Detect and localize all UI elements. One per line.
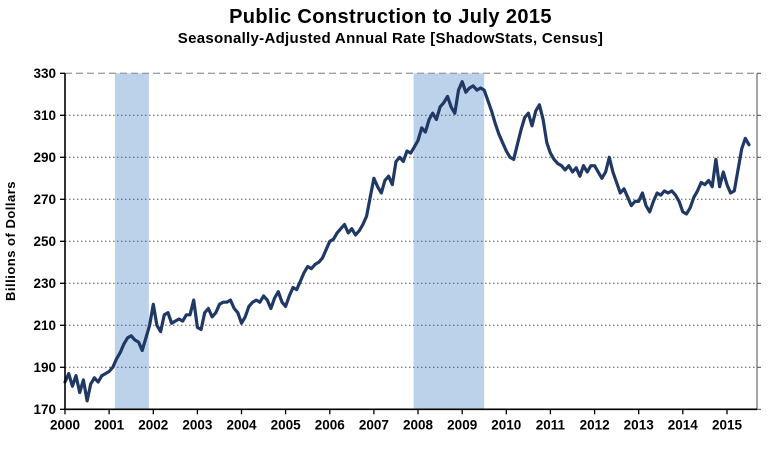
x-tick-label: 2005 (271, 417, 302, 432)
y-tick-label: 310 (33, 108, 56, 123)
x-tick-label: 2010 (491, 417, 521, 432)
x-tick-label: 2008 (403, 417, 434, 432)
x-tick-label: 2014 (668, 417, 699, 432)
x-tick-label: 2012 (580, 417, 610, 432)
chart-title: Public Construction to July 2015 (229, 6, 552, 28)
y-tick-label: 230 (33, 276, 56, 291)
y-tick-label: 210 (33, 318, 56, 333)
x-tick-label: 2002 (138, 417, 168, 432)
x-tick-label: 2007 (359, 417, 389, 432)
y-tick-label: 170 (33, 402, 56, 417)
data-series-line (63, 80, 751, 403)
x-tick-label: 2015 (712, 417, 743, 432)
x-tick-label: 2013 (624, 417, 655, 432)
x-tick-label: 2006 (315, 417, 346, 432)
y-axis-title: Billions of Dollars (3, 181, 18, 301)
recession-band (114, 73, 149, 410)
x-tick-label: 2003 (182, 417, 213, 432)
y-tick-label: 330 (33, 66, 56, 81)
x-tick-label: 2004 (226, 417, 257, 432)
y-tick-label: 250 (33, 234, 56, 249)
chart-subtitle: Seasonally-Adjusted Annual Rate [ShadowS… (177, 30, 604, 47)
y-tick-label: 270 (33, 192, 56, 207)
x-tick-label: 2000 (50, 417, 80, 432)
x-tick-label: 2011 (536, 417, 566, 432)
x-tick-label: 2009 (447, 417, 477, 432)
x-tick-label: 2001 (94, 417, 125, 432)
y-tick-label: 190 (33, 360, 56, 375)
y-tick-label: 290 (33, 150, 56, 165)
